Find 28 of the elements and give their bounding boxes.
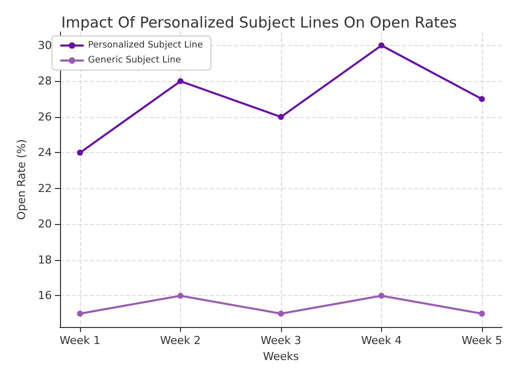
x-axis-title: Weeks	[263, 350, 300, 363]
y-tick-label: 18	[38, 253, 52, 266]
point	[478, 96, 485, 102]
point	[177, 292, 184, 299]
point	[77, 150, 83, 156]
legend-label: Generic Subject Line	[88, 56, 182, 66]
y-tick-label: 22	[38, 182, 52, 195]
point	[478, 310, 485, 317]
x-tick-label: Week 5	[462, 334, 502, 347]
y-tick-label: 16	[38, 289, 52, 302]
y-axis-title: Open Rate (%)	[15, 139, 28, 220]
point	[278, 310, 284, 317]
chart-title: Impact Of Personalized Subject Lines On Open Rates	[61, 14, 457, 32]
x-tick-label: Week 4	[361, 334, 402, 347]
y-tick-label: 24	[38, 146, 52, 160]
point	[177, 78, 184, 84]
y-tick-label: 26	[38, 110, 52, 124]
x-tick-label: Week 1	[60, 334, 100, 347]
point	[278, 114, 284, 120]
y-tick-label: 20	[38, 218, 52, 231]
y-tick-label: 28	[38, 74, 52, 88]
point	[378, 42, 384, 48]
legend-label: Personalized Subject Line	[88, 40, 204, 50]
x-tick-label: Week 3	[260, 334, 302, 347]
y-tick-label: 30	[38, 38, 52, 52]
point	[77, 310, 83, 317]
x-tick-label: Week 2	[160, 334, 201, 347]
point	[378, 292, 384, 299]
